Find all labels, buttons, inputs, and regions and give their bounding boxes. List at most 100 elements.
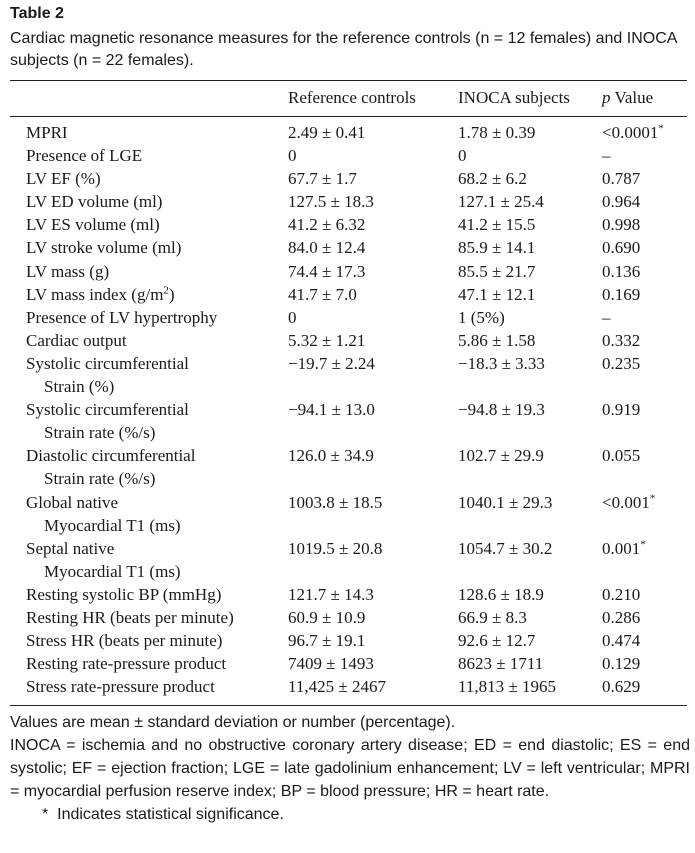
- row-label-text: LV mass index (g/m: [26, 284, 164, 304]
- row-label-text: Stress rate-pressure product: [26, 677, 215, 697]
- table-row: LV EF (%) 67.7 ± 1.7 68.2 ± 6.2 0.787: [0, 167, 695, 190]
- cell-inoca: 1.78 ± 0.39: [458, 123, 536, 142]
- row-label: Resting rate-pressure product: [26, 652, 226, 675]
- row-label-continuation: Strain (%): [44, 377, 115, 397]
- table-row: Stress HR (beats per minute) 96.7 ± 19.1 9…: [0, 629, 695, 652]
- note-abbreviations: INOCA = ischemia and no obstructive coro…: [10, 737, 690, 800]
- row-label: LV mass index (g/m2): [26, 283, 175, 306]
- table-row: LV mass (g) 74.4 ± 17.3 85.5 ± 21.7 0.136: [0, 260, 695, 283]
- cell-pvalue: <0.001*: [602, 491, 655, 514]
- table-header: Reference controls INOCA subjects p Valu…: [0, 88, 695, 112]
- row-label: Presence of LV hypertrophy: [26, 306, 217, 329]
- cell-inoca: 11,813 ± 1965: [458, 677, 556, 697]
- row-label-text: LV stroke volume (ml): [26, 238, 182, 258]
- cell-pvalue: –: [602, 306, 611, 329]
- table-label: Table 2: [10, 5, 64, 22]
- row-label: MPRI: [26, 121, 68, 144]
- cell-pvalue: <0.0001*: [602, 121, 664, 144]
- row-label-end: ): [168, 284, 175, 304]
- cell-reference: 67.7 ± 1.7: [288, 169, 357, 189]
- cell-reference: 84.0 ± 12.4: [288, 238, 366, 258]
- cell-reference: 74.4 ± 17.3: [288, 261, 366, 281]
- row-label: LV ES volume (ml): [26, 213, 160, 236]
- row-label-text: LV ED volume (ml): [26, 192, 163, 212]
- cell-reference: 1019.5 ± 20.8: [288, 538, 383, 558]
- cell-pvalue: 0.210: [602, 583, 640, 606]
- significance-marker: *: [658, 122, 664, 135]
- cell-pvalue: 0.332: [602, 329, 640, 352]
- table-row: Presence of LGE 0 0 –: [0, 144, 695, 167]
- note-significance: * Indicates statistical significance.: [10, 803, 690, 826]
- cell-pvalue: 0.998: [602, 213, 640, 236]
- footnote-symbol: *: [42, 806, 49, 823]
- pvalue-text: –: [602, 307, 611, 327]
- pvalue-text: <0.001: [602, 492, 650, 512]
- table-row: Systolic circumferential Strain (%) −19.7 …: [0, 352, 695, 398]
- col-header-reference: Reference controls: [288, 88, 416, 107]
- row-label: Systolic circumferential: [26, 352, 189, 375]
- row-label-text: MPRI: [26, 123, 68, 142]
- row-label: LV EF (%): [26, 167, 101, 190]
- table-caption: Cardiac magnetic resonance measures for …: [10, 30, 677, 69]
- cell-inoca: 102.7 ± 29.9: [458, 446, 544, 466]
- table-row: Resting rate-pressure product 7409 ± 1493…: [0, 652, 695, 675]
- row-label-text: Presence of LGE: [26, 146, 143, 166]
- cell-pvalue: 0.474: [602, 629, 640, 652]
- table-row: Resting HR (beats per minute) 60.9 ± 10.9…: [0, 606, 695, 629]
- cell-reference: 41.2 ± 6.32: [288, 215, 366, 235]
- top-rule: [10, 80, 687, 81]
- bottom-rule: [10, 705, 687, 706]
- pvalue-text: 0.210: [602, 584, 641, 604]
- pvalue-text: 0.286: [602, 607, 641, 627]
- cell-inoca: 92.6 ± 12.7: [458, 631, 536, 651]
- cell-pvalue: 0.690: [602, 236, 640, 259]
- cell-inoca: 1054.7 ± 30.2: [458, 538, 553, 558]
- table-notes: Values are mean ± standard deviation or …: [10, 711, 690, 826]
- cell-reference: 0: [288, 307, 297, 327]
- table-row: Presence of LV hypertrophy 0 1 (5%) –: [0, 306, 695, 329]
- table-row: Stress rate-pressure product 11,425 ± 246…: [0, 675, 695, 698]
- table-row: Septal native Myocardial T1 (ms) 1019.5 ± …: [0, 537, 695, 583]
- cell-reference: −94.1 ± 13.0: [288, 400, 375, 420]
- cell-reference: −19.7 ± 2.24: [288, 353, 375, 373]
- cell-inoca: 8623 ± 1711: [458, 654, 544, 674]
- cell-pvalue: 0.235: [602, 352, 640, 375]
- pvalue-text: 0.629: [602, 677, 641, 697]
- row-label-superscript: 2: [163, 284, 169, 296]
- row-label: Systolic circumferential: [26, 398, 189, 421]
- row-label: Resting HR (beats per minute): [26, 606, 234, 629]
- row-label-text: Diastolic circumferential: [26, 446, 196, 466]
- row-label: Stress rate-pressure product: [26, 675, 215, 698]
- pvalue-text: 0.964: [602, 192, 641, 212]
- cell-inoca: 1040.1 ± 29.3: [458, 492, 553, 512]
- pvalue-text: –: [602, 146, 611, 166]
- cell-inoca: 128.6 ± 18.9: [458, 584, 544, 604]
- table-row: LV ES volume (ml) 41.2 ± 6.32 41.2 ± 15.5 0…: [0, 213, 695, 236]
- row-label-continuation: Myocardial T1 (ms): [44, 561, 181, 581]
- row-label-text: Cardiac output: [26, 330, 127, 350]
- table-row: Global native Myocardial T1 (ms) 1003.8 ± …: [0, 491, 695, 537]
- significance-marker: *: [649, 491, 656, 504]
- cell-inoca: 5.86 ± 1.58: [458, 330, 536, 350]
- cell-reference: 121.7 ± 14.3: [288, 584, 374, 604]
- row-label: Diastolic circumferential: [26, 444, 195, 467]
- cell-reference: 127.5 ± 18.3: [288, 192, 374, 212]
- cell-reference: 0: [288, 146, 297, 166]
- cell-reference: 126.0 ± 34.9: [288, 446, 374, 466]
- cell-pvalue: 0.136: [602, 260, 640, 283]
- cell-pvalue: 0.001*: [602, 537, 646, 560]
- cell-pvalue: 0.169: [602, 283, 640, 306]
- row-label-text: Presence of LV hypertrophy: [26, 307, 218, 327]
- pvalue-text: <0.0001: [602, 123, 659, 142]
- pvalue-text: 0.919: [602, 400, 641, 420]
- row-label: Septal native: [26, 537, 114, 560]
- row-label: Global native: [26, 491, 118, 514]
- table-row: Resting systolic BP (mmHg) 121.7 ± 14.3 12…: [0, 583, 695, 606]
- col-header-inoca: INOCA subjects: [458, 88, 570, 107]
- cell-pvalue: 0.629: [602, 675, 640, 698]
- pvalue-text: 0.998: [602, 215, 641, 235]
- row-label: Presence of LGE: [26, 144, 142, 167]
- significance-marker: *: [640, 538, 646, 551]
- cell-inoca: 41.2 ± 15.5: [458, 215, 536, 235]
- row-label: LV mass (g): [26, 260, 109, 283]
